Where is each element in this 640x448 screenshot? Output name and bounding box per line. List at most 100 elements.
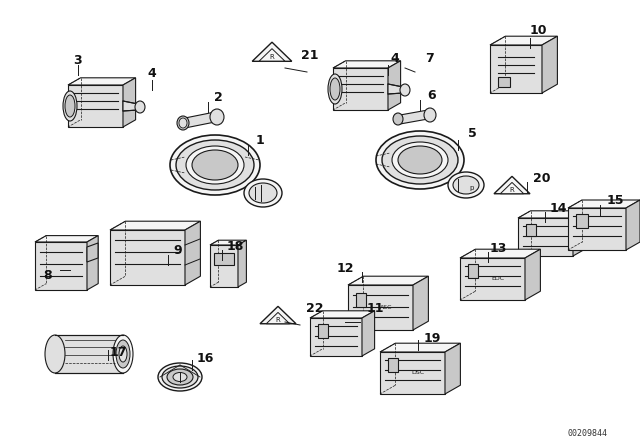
Text: 4: 4 (390, 52, 399, 65)
Text: ASC: ASC (380, 305, 392, 310)
Ellipse shape (173, 372, 187, 382)
Polygon shape (576, 214, 588, 228)
Ellipse shape (179, 118, 187, 128)
Polygon shape (626, 200, 640, 250)
Polygon shape (380, 343, 460, 352)
Ellipse shape (382, 136, 458, 184)
Text: 2: 2 (214, 90, 222, 103)
Polygon shape (573, 211, 586, 256)
Text: R: R (269, 54, 275, 60)
Text: DSC: DSC (412, 370, 424, 375)
Polygon shape (500, 182, 524, 194)
Polygon shape (87, 236, 98, 290)
Ellipse shape (210, 109, 224, 125)
Polygon shape (568, 200, 640, 208)
Text: 3: 3 (74, 53, 83, 66)
Text: 11: 11 (366, 302, 384, 314)
Polygon shape (259, 49, 285, 61)
Text: 19: 19 (423, 332, 441, 345)
Text: 5: 5 (468, 126, 476, 139)
Polygon shape (356, 293, 366, 307)
Polygon shape (348, 285, 413, 330)
Polygon shape (185, 112, 215, 128)
Polygon shape (318, 324, 328, 338)
Polygon shape (380, 352, 445, 394)
Ellipse shape (398, 146, 442, 174)
Polygon shape (542, 36, 557, 93)
Ellipse shape (158, 363, 202, 391)
Ellipse shape (45, 335, 65, 373)
Ellipse shape (249, 183, 277, 203)
Polygon shape (123, 78, 136, 127)
Polygon shape (210, 245, 238, 287)
Polygon shape (35, 242, 87, 290)
Polygon shape (460, 258, 525, 300)
Polygon shape (210, 240, 246, 245)
Polygon shape (388, 358, 398, 372)
Ellipse shape (170, 135, 260, 195)
Ellipse shape (176, 140, 254, 190)
Ellipse shape (65, 95, 75, 117)
Ellipse shape (63, 91, 77, 121)
Polygon shape (333, 61, 401, 68)
Polygon shape (266, 312, 290, 324)
Ellipse shape (116, 340, 130, 368)
Ellipse shape (192, 150, 238, 180)
Polygon shape (55, 335, 123, 373)
Polygon shape (468, 264, 478, 278)
Polygon shape (445, 343, 460, 394)
Ellipse shape (400, 84, 410, 96)
Text: 22: 22 (307, 302, 324, 314)
Polygon shape (362, 311, 374, 356)
Polygon shape (260, 306, 296, 324)
Ellipse shape (328, 74, 342, 104)
Text: 13: 13 (490, 241, 507, 254)
Text: R: R (509, 187, 515, 193)
Polygon shape (498, 77, 510, 87)
Polygon shape (68, 85, 123, 127)
Ellipse shape (453, 176, 479, 194)
Polygon shape (110, 230, 185, 285)
Polygon shape (400, 110, 428, 124)
Ellipse shape (119, 346, 127, 362)
Text: 6: 6 (428, 89, 436, 102)
Polygon shape (214, 253, 234, 265)
Polygon shape (348, 276, 428, 285)
Text: 00209844: 00209844 (568, 429, 608, 438)
Polygon shape (238, 240, 246, 287)
Polygon shape (526, 224, 536, 236)
Ellipse shape (392, 142, 448, 178)
Polygon shape (494, 177, 530, 194)
Polygon shape (490, 36, 557, 45)
Text: 21: 21 (301, 48, 319, 61)
Polygon shape (35, 236, 98, 242)
Text: 10: 10 (529, 23, 547, 36)
Polygon shape (252, 42, 292, 61)
Polygon shape (68, 78, 136, 85)
Polygon shape (310, 311, 374, 318)
Polygon shape (333, 68, 388, 110)
Text: 12: 12 (336, 262, 354, 275)
Ellipse shape (167, 369, 193, 385)
Polygon shape (518, 218, 573, 256)
Polygon shape (388, 61, 401, 110)
Ellipse shape (244, 179, 282, 207)
Polygon shape (518, 211, 586, 218)
Text: 20: 20 (533, 172, 551, 185)
Text: 16: 16 (196, 352, 214, 365)
Text: 8: 8 (44, 268, 52, 281)
Ellipse shape (330, 78, 340, 100)
Ellipse shape (113, 335, 133, 373)
Text: 14: 14 (549, 202, 567, 215)
Polygon shape (388, 84, 403, 94)
Text: 7: 7 (426, 52, 435, 65)
Text: 15: 15 (606, 194, 624, 207)
Text: p: p (470, 185, 474, 191)
Ellipse shape (448, 172, 484, 198)
Polygon shape (460, 249, 540, 258)
Polygon shape (310, 318, 362, 356)
Polygon shape (568, 208, 626, 250)
Ellipse shape (186, 146, 244, 184)
Polygon shape (185, 221, 200, 285)
Text: EDC: EDC (492, 276, 504, 280)
